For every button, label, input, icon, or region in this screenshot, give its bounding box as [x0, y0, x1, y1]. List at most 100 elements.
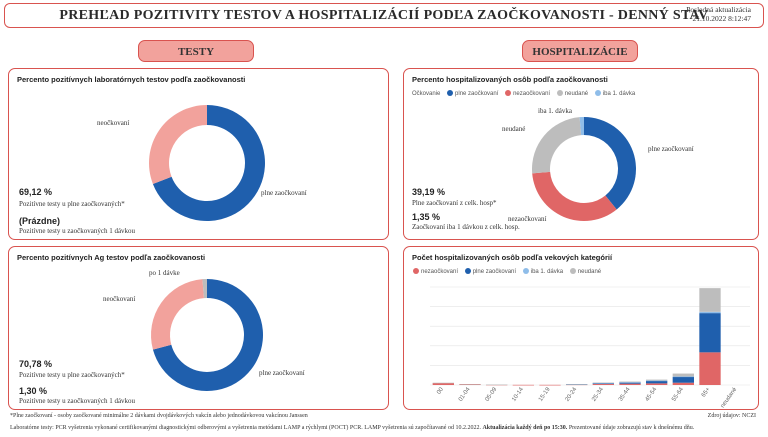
age-legend-full: plne zaočkovaní — [472, 269, 517, 275]
bar-65+-plne-zao-kovan- — [699, 313, 721, 353]
age-legend-unvacc: nezaočkovaní — [421, 269, 459, 275]
hosp-slice-nezao-kovan- — [532, 171, 617, 222]
section-hospitalizations: HOSPITALIZÁCIE — [522, 40, 638, 62]
ag-slice-plne-zao-kovan- — [152, 279, 263, 391]
tick-label-55-64: 55-64 — [671, 386, 685, 403]
ag-slice-neo-kovan- — [151, 279, 204, 350]
ag-panel: Percento pozitívnych Ag testov podľa zao… — [8, 246, 389, 410]
age-title: Počet hospitalizovaných osôb podľa vekov… — [412, 253, 613, 262]
bar-20-24-neudan- — [566, 384, 588, 385]
footer-line2: Laboratórne testy: PCR vyšetrenia vykona… — [10, 425, 694, 431]
ag-label-unvacc: neočkovaní — [103, 295, 136, 303]
ag-stat2-value: 1,30 % — [19, 386, 48, 396]
age-legend-dot-full — [464, 268, 471, 274]
age-legend-unknown: neudané — [577, 269, 602, 275]
tick-label-00: 00 — [436, 386, 445, 395]
hosp-stat1-value: 39,19 % — [412, 187, 446, 197]
footer-update-bold: Aktualizácia každý deň po 15:30. — [482, 425, 568, 431]
bar-45-54-nezao-kovan- — [646, 383, 668, 385]
bar-00-nezao-kovan- — [432, 383, 454, 385]
bar-01-04-neudan- — [459, 384, 481, 385]
tick-label-neudané: neudané — [720, 386, 739, 409]
pcr-panel: Percento pozitívnych laboratórnych testo… — [8, 68, 389, 240]
bar-35-44-nezao-kovan- — [619, 383, 641, 385]
age-bar-chart: 00 01-04 05-09 10-14 15-19 20-24 25-34 35-44 45-… — [430, 286, 750, 409]
pcr-stat1-desc: Pozitívne testy u plne zaočkovaných* — [19, 200, 125, 208]
bar-35-44-plne-zao-kovan- — [619, 382, 641, 384]
pcr-label-full: plne zaočkovaní — [261, 189, 307, 197]
bar-35-44-neudan- — [619, 381, 641, 383]
age-legend: nezaočkovaní plne zaočkovaní iba 1. dávk… — [408, 268, 601, 275]
hosp-stat1-desc: Plne zaočkovaní z celk. hosp* — [412, 199, 497, 207]
bar-55-64-nezao-kovan- — [672, 382, 694, 385]
hosp-donut — [532, 117, 636, 222]
bar-00-neudan- — [432, 382, 454, 384]
hosp-title: Percento hospitalizovaných osôb podľa za… — [412, 75, 608, 84]
legend-dot-unknown — [556, 90, 563, 96]
bar-10-14-nezao-kovan- — [512, 384, 534, 386]
pcr-label-unvacc: neočkovaní — [97, 119, 130, 127]
last-update-label: Posledná aktualizácia — [686, 5, 751, 14]
legend-dot-one-dose — [594, 90, 601, 96]
section-tests: TESTY — [138, 40, 254, 62]
tick-label-01-04: 01-04 — [458, 386, 472, 403]
pcr-stat2-desc: Pozitívne testy u zaočkovaných 1 dávkou — [19, 227, 136, 235]
bar-25-34-iba-1-d-vka — [592, 383, 614, 384]
bar-65+-neudan- — [699, 288, 721, 312]
footer-method: Laboratórne testy: PCR vyšetrenia vykona… — [10, 425, 481, 431]
bar-45-54-neudan- — [646, 379, 668, 381]
bar-45-54-plne-zao-kovan- — [646, 380, 668, 384]
tick-label-10-14: 10-14 — [511, 386, 525, 403]
age-legend-dot-one-dose — [522, 268, 529, 274]
hosp-legend-one-dose: iba 1. dávka — [602, 91, 636, 97]
footer-note: *Plne zaočkovaní - osoby zaočkované mini… — [10, 413, 308, 419]
hosp-legend-unknown: neudané — [564, 91, 589, 97]
legend-dot-full — [447, 90, 454, 96]
hosp-label-full: plne zaočkovaní — [648, 145, 694, 153]
legend-dot-unvacc — [505, 90, 512, 96]
bar-35-44-iba-1-d-vka — [619, 382, 641, 383]
tick-label-25-34: 25-34 — [591, 386, 605, 403]
hosp-label-unvacc: nezaočkovaní — [508, 215, 547, 223]
tick-label-45-54: 45-54 — [645, 386, 659, 403]
hosp-legend: Očkovanie plne zaočkovaní nezaočkovaní n… — [412, 90, 635, 97]
hosp-slice-neudan- — [532, 117, 582, 174]
tick-label-15-19: 15-19 — [538, 386, 552, 403]
ag-slice-po-1-d-vke — [202, 279, 207, 299]
bar-25-34-nezao-kovan- — [592, 384, 614, 385]
hosp-slice-iba-1-d-vka — [579, 117, 584, 136]
hosp-label-one-dose: iba 1. dávka — [538, 107, 573, 115]
bar-55-64-iba-1-d-vka — [672, 376, 694, 378]
hosp-legend-full: plne zaočkovaní — [455, 91, 499, 97]
ag-stat2-desc: Pozitívne testy u zaočkovaných 1 dávkou — [19, 397, 136, 405]
bar-65+-nezao-kovan- — [699, 352, 721, 385]
tick-label-05-09: 05-09 — [485, 386, 499, 403]
last-update-value: 21.10.2022 8:12:47 — [692, 14, 751, 23]
hosp-stat2-desc: Zaočkovaní iba 1 dávkou z celk. hosp. — [412, 223, 520, 231]
ag-label-one-dose: po 1 dávke — [149, 269, 180, 277]
last-update: Posledná aktualizácia 21.10.2022 8:12:47 — [686, 5, 751, 23]
ag-stat1-value: 70,78 % — [19, 359, 53, 369]
ag-donut — [151, 279, 263, 391]
tick-label-35-44: 35-44 — [618, 386, 632, 403]
ag-title: Percento pozitívnych Ag testov podľa zao… — [17, 253, 206, 262]
pcr-donut — [148, 105, 265, 221]
bar-45-54-iba-1-d-vka — [646, 380, 668, 382]
tick-label-65+: 65+ — [701, 386, 712, 398]
ag-stat1-desc: Pozitívne testy u plne zaočkovaných* — [19, 371, 125, 379]
bar-15-19-nezao-kovan- — [539, 384, 561, 386]
pcr-stat2-value: (Prázdne) — [19, 216, 61, 226]
bar-55-64-plne-zao-kovan- — [672, 376, 694, 383]
header-bar: PREHĽAD POZITIVITY TESTOV A HOSPITALIZÁC… — [4, 3, 764, 28]
age-legend-one-dose: iba 1. dávka — [530, 269, 564, 275]
bar-25-34-neudan- — [592, 382, 614, 384]
bar-55-64-neudan- — [672, 373, 694, 377]
pcr-title: Percento pozitívnych laboratórnych testo… — [17, 75, 246, 84]
hosp-stat2-value: 1,35 % — [412, 212, 441, 222]
pcr-slice-neo-kovan- — [148, 105, 207, 184]
hosp-legend-unvacc: nezaočkovaní — [513, 91, 551, 97]
hosp-panel: Percento hospitalizovaných osôb podľa za… — [403, 68, 759, 240]
footer-update-rest: Prezentované údaje zobrazujú stav k dneš… — [568, 425, 695, 431]
ag-label-full: plne zaočkovaní — [259, 369, 305, 377]
pcr-slice-plne-zao-kovan- — [152, 105, 265, 221]
